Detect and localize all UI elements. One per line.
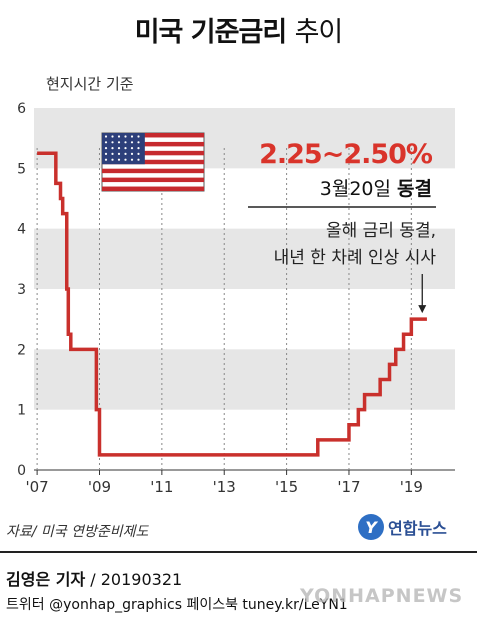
y-tick-label-2: 2 [17,342,26,358]
yonhap-logo: Y 연합뉴스 [358,514,447,540]
us-flag-icon [101,132,205,192]
annotation-note-line2: 내년 한 차례 인상 시사 [274,248,437,268]
flag-star [104,152,108,155]
flag-stripe-2 [102,141,204,147]
flag-star [111,147,114,150]
flag-star [104,147,108,150]
x-tick-label-2015: '15 [275,478,298,496]
flag-star [130,158,134,161]
flag-star [117,141,121,144]
flag-stripe-10 [102,177,204,183]
byline: 김영은 기자 / 20190321 [6,566,182,590]
flag-star [137,147,140,150]
flag-star [117,158,121,161]
yonhap-logo-text: 연합뉴스 [388,519,447,538]
flag-stripe-4 [102,150,204,156]
flag-stripe-12 [102,186,204,191]
flag-star [124,158,127,161]
flag-star [117,147,121,150]
rate-chart: 0 1 2 3 4 5 6 '07 '09 '11 '13 '15 '17 '19 2.25~2.50% 3… [17,101,455,496]
sns-info: 트위터 @yonhap_graphics 페이스북 tuney.kr/LeYN1 [6,597,348,613]
flag-star [130,135,134,138]
flag-star [137,152,140,155]
flag-star [137,141,140,144]
x-tick-label-2007: '07 [26,478,49,496]
annotation-arrow-head [418,305,427,314]
x-tick-label-2019: '19 [400,478,423,496]
flag-star [104,158,108,161]
flag-star [111,135,114,138]
y-tick-label-6: 6 [17,101,26,117]
series-layer [37,151,427,457]
y-tick-label-3: 3 [17,282,26,298]
byline-author: 김영은 기자 [6,570,86,589]
flag-star [124,135,127,138]
flag-star [130,147,134,150]
flag-star [137,158,140,161]
flag-star [111,158,114,161]
flag-star [117,152,121,155]
annotation-rate: 2.25~2.50% [259,139,433,170]
annotation-date: 3월20일 동결 [320,178,432,200]
y-tick-label-5: 5 [17,161,26,177]
x-tick-label-2011: '11 [150,478,173,496]
annotation-date-prefix: 3월20일 [320,178,397,200]
flag-star [124,152,127,155]
x-tick-label-2017: '17 [337,478,360,496]
x-tick-label-2013: '13 [213,478,236,496]
annotation-status: 동결 [397,178,432,200]
watermark: YONHAPNEWS [300,585,464,607]
x-tick-label-2009: '09 [88,478,111,496]
flag-star [104,135,108,138]
grid-bands [34,108,455,410]
flag-stripe-6 [102,159,204,165]
annotation-note-line1: 올해 금리 동결, [326,221,436,241]
flag-star [117,135,121,138]
flag-star [111,141,114,144]
flag-star [104,141,108,144]
flag-star [130,152,134,155]
flag-star [137,135,140,138]
flag-stripe-8 [102,168,204,174]
y-tick-label-4: 4 [17,222,26,238]
grid-band-1 [34,228,455,289]
y-tick-label-1: 1 [17,403,26,419]
flag-star [124,147,127,150]
title-bold: 미국 기준금리 [134,17,287,48]
title-thin: 추이 [294,17,344,48]
axes: 0 1 2 3 4 5 6 '07 '09 '11 '13 '15 '17 '19 [17,101,455,496]
byline-date: / 20190321 [85,570,183,589]
page-title: 미국 기준금리 추이 [0,10,477,49]
y-tick-label-0: 0 [17,463,26,479]
footer-divider [0,551,477,553]
chart-subtitle: 현지시간 기준 [46,75,134,93]
series-line-0 [37,151,427,457]
flag-stripe-0 [102,133,204,138]
flag-star [111,152,114,155]
source-text: 자료/ 미국 연방준비제도 [6,524,149,540]
yonhap-logo-icon: Y [358,514,384,540]
flag-star [130,141,134,144]
flag-star [124,141,127,144]
